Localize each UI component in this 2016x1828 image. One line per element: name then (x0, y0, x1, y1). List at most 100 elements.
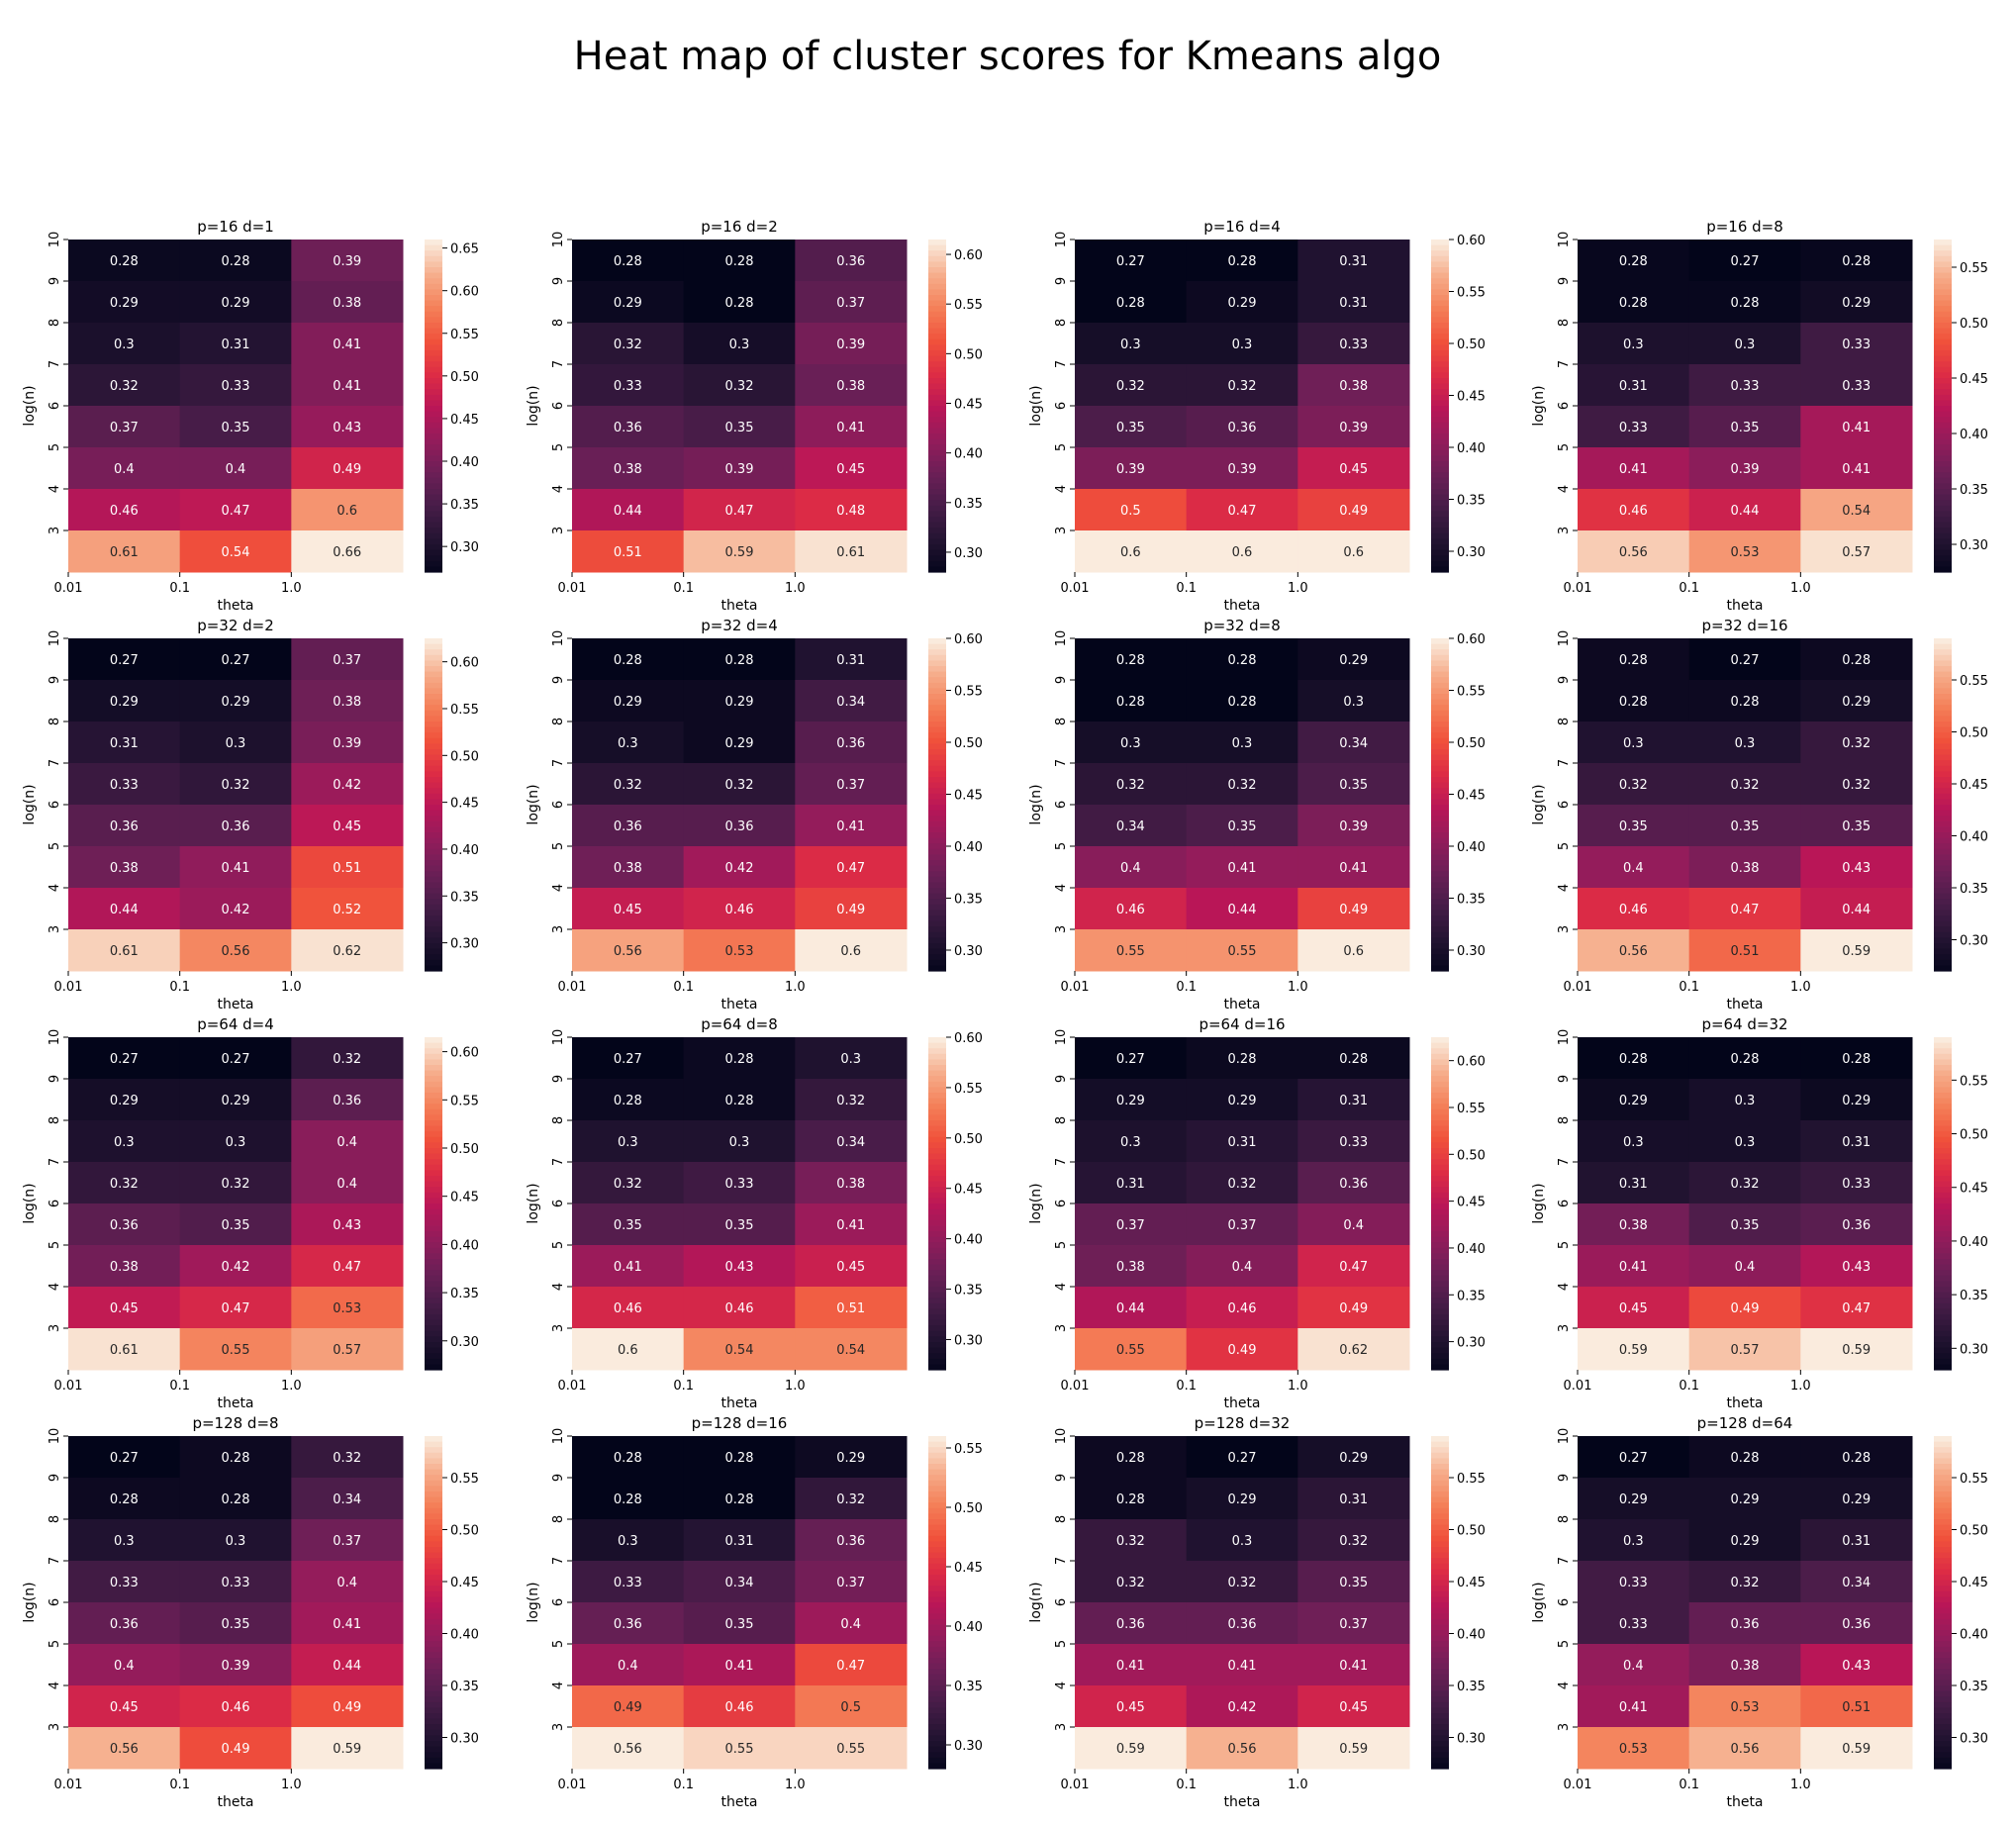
cell-value-label: 0.37 (1228, 1218, 1257, 1233)
colorbar-tick-label: 0.35 (1960, 882, 1988, 897)
colorbar-segment (1934, 544, 1952, 551)
colorbar-segment (1431, 649, 1449, 656)
heatmap-cell (1578, 1120, 1690, 1163)
cell-value-label: 0.53 (1619, 1742, 1648, 1757)
cell-value-label: 0.37 (836, 296, 865, 311)
cell-value-label: 0.41 (1619, 1260, 1648, 1275)
colorbar-segment (425, 1547, 442, 1554)
heatmap-cell (1800, 846, 1913, 889)
colorbar-tick-label: 0.40 (1960, 830, 1988, 845)
panel-title: p=32 d=2 (197, 617, 274, 634)
colorbar-tick-label: 0.50 (954, 736, 983, 751)
heatmap-cell (1800, 1436, 1913, 1479)
cell-value-label: 0.35 (1842, 819, 1871, 834)
heatmap-cell (68, 805, 181, 847)
heatmap-cell (179, 929, 292, 972)
colorbar-segment (1934, 1436, 1952, 1443)
colorbar-segment (425, 1093, 442, 1100)
colorbar-segment (1934, 1236, 1952, 1243)
colorbar-segment (1431, 311, 1449, 318)
colorbar-segment (1934, 1187, 1952, 1194)
heatmap-cell (1578, 1478, 1690, 1520)
panel-title: p=16 d=8 (1706, 218, 1783, 236)
cell-value-label: 0.28 (1619, 653, 1648, 668)
colorbar-segment (1431, 1458, 1449, 1465)
colorbar-segment (425, 355, 442, 362)
colorbar-segment (928, 1641, 946, 1648)
colorbar-segment (1934, 1159, 1952, 1166)
colorbar-segment (1934, 860, 1952, 867)
y-tick-label: 3 (48, 925, 62, 933)
colorbar-segment (928, 654, 946, 661)
colorbar-segment (928, 1104, 946, 1110)
colorbar-segment (928, 334, 946, 340)
heatmap-cell (1578, 1519, 1690, 1562)
colorbar-tick-label: 0.55 (450, 1472, 479, 1487)
colorbar-segment (425, 283, 442, 290)
colorbar-segment (928, 1081, 946, 1088)
colorbar-segment (1431, 544, 1449, 551)
cell-value-label: 0.28 (1116, 296, 1145, 311)
y-tick-label: 3 (1557, 527, 1572, 534)
colorbar-segment (1934, 649, 1952, 656)
colorbar-segment (1934, 328, 1952, 335)
y-tick-label: 10 (48, 1428, 62, 1445)
heatmap-cell (1075, 1519, 1188, 1562)
cell-value-label: 0.4 (1623, 1659, 1644, 1674)
colorbar-segment (928, 854, 946, 861)
colorbar-segment (1934, 837, 1952, 844)
colorbar-segment (425, 1713, 442, 1720)
colorbar-segment (1934, 904, 1952, 911)
colorbar-segment (1934, 372, 1952, 379)
colorbar-segment (928, 699, 946, 706)
colorbar-segment (1431, 816, 1449, 822)
colorbar-segment (425, 522, 442, 529)
colorbar-segment (1934, 300, 1952, 307)
colorbar-segment (928, 754, 946, 761)
y-tick-label: 10 (1054, 1029, 1069, 1046)
colorbar-segment (425, 378, 442, 385)
colorbar-segment (1431, 317, 1449, 324)
colorbar-segment (425, 799, 442, 806)
colorbar-segment (1431, 1575, 1449, 1582)
colorbar-segment (928, 372, 946, 379)
y-tick-label: 6 (48, 1598, 62, 1606)
y-tick-label: 3 (1557, 1324, 1572, 1332)
colorbar-segment (425, 1507, 442, 1514)
heatmap-panel: p=64 d=320.28 0.28 0.280.29 0.3 0.290.3 0.3 0.… (1531, 1015, 1988, 1411)
cell-value-label: 0.33 (222, 1576, 250, 1590)
colorbar-segment (425, 1104, 442, 1110)
cell-value-label: 0.3 (729, 1135, 750, 1150)
cell-value-label: 0.33 (110, 1576, 139, 1590)
colorbar-segment (1431, 1480, 1449, 1487)
cell-value-label: 0.37 (333, 653, 361, 668)
heatmap-cell (1578, 929, 1690, 972)
colorbar-segment (425, 899, 442, 906)
heatmap-cell (1075, 364, 1188, 407)
heatmap-cell (572, 1079, 685, 1121)
cell-value-label: 0.39 (1731, 462, 1760, 477)
cell-value-label: 0.32 (1116, 1576, 1145, 1590)
cell-value-label: 0.29 (1842, 1094, 1871, 1108)
colorbar-segment (928, 1236, 946, 1243)
colorbar-segment (1934, 338, 1952, 345)
cell-value-label: 0.47 (1731, 903, 1760, 917)
cell-value-label: 0.46 (1619, 504, 1648, 519)
cell-value-label: 0.59 (725, 545, 754, 560)
colorbar-segment (928, 1076, 946, 1083)
heatmap-cell (795, 240, 908, 282)
cell-value-label: 0.33 (1619, 1617, 1648, 1632)
cell-value-label: 0.37 (333, 1534, 361, 1549)
heatmap-cell (572, 530, 685, 573)
colorbar-segment (1934, 528, 1952, 534)
colorbar-segment (1431, 1729, 1449, 1736)
heatmap-cell (68, 489, 181, 531)
colorbar-segment (1934, 782, 1952, 789)
colorbar-segment (1934, 1214, 1952, 1221)
colorbar-segment (425, 278, 442, 285)
colorbar-segment (1431, 444, 1449, 451)
colorbar-segment (1431, 1170, 1449, 1177)
heatmap-cell (1800, 240, 1913, 282)
heatmap-cell (1800, 805, 1913, 847)
